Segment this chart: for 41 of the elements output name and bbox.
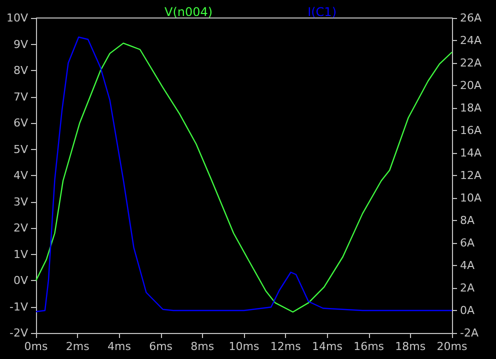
y2-tick-label: 24A: [460, 34, 482, 47]
y2-tick-label: 16A: [460, 124, 482, 137]
y2-tick-label: 22A: [460, 56, 482, 70]
y2-tick-label: 6A: [460, 236, 475, 250]
y-tick-label: 3V: [13, 195, 28, 208]
y2-tick-label: 0A: [460, 304, 475, 317]
x-tick-label: 0ms: [24, 340, 48, 353]
y-tick-label: 4V: [13, 169, 28, 182]
y2-tick-label: 10A: [460, 192, 482, 204]
x-tick-label: 10ms: [228, 340, 260, 353]
y2-tick-label: 8A: [460, 214, 475, 227]
y-tick-label: 9V: [13, 38, 28, 51]
y-tick-label: 0V: [13, 274, 28, 287]
y-tick-label: 6V: [13, 116, 28, 130]
y2-tick-label: 14A: [460, 146, 482, 160]
y-tick-label: -1V: [10, 300, 28, 314]
y-tick-label: 10V: [6, 12, 28, 24]
y-tick-label: 7V: [13, 90, 28, 104]
y2-tick-label: 12A: [460, 169, 482, 182]
y2-tick-label: 2A: [460, 282, 475, 294]
y-tick-label: 8V: [13, 64, 28, 77]
x-tick-label: 8ms: [190, 340, 214, 353]
x-tick-label: 4ms: [107, 340, 132, 353]
y2-tick-label: 4A: [460, 259, 475, 272]
x-tick-label: 12ms: [270, 340, 302, 353]
x-tick-label: 18ms: [395, 340, 426, 353]
y-tick-label: 2V: [13, 222, 28, 234]
y2-tick-label: 20A: [460, 79, 482, 92]
x-tick-label: 16ms: [354, 340, 384, 353]
y-tick-label: 5V: [13, 142, 28, 156]
x-tick-label: 6ms: [149, 340, 173, 353]
x-tick-label: 20ms: [436, 340, 468, 353]
y2-tick-label: 26A: [460, 12, 482, 24]
y2-tick-label: -2A: [460, 326, 479, 340]
text: I(C1): [308, 5, 337, 19]
x-tick-label: 14ms: [312, 340, 343, 353]
text: V(n004): [164, 5, 213, 19]
y2-tick-label: 18A: [460, 102, 482, 114]
y-tick-label: 1V: [13, 248, 28, 261]
x-tick-label: 2ms: [66, 340, 90, 353]
y-tick-label: -2V: [10, 326, 28, 340]
